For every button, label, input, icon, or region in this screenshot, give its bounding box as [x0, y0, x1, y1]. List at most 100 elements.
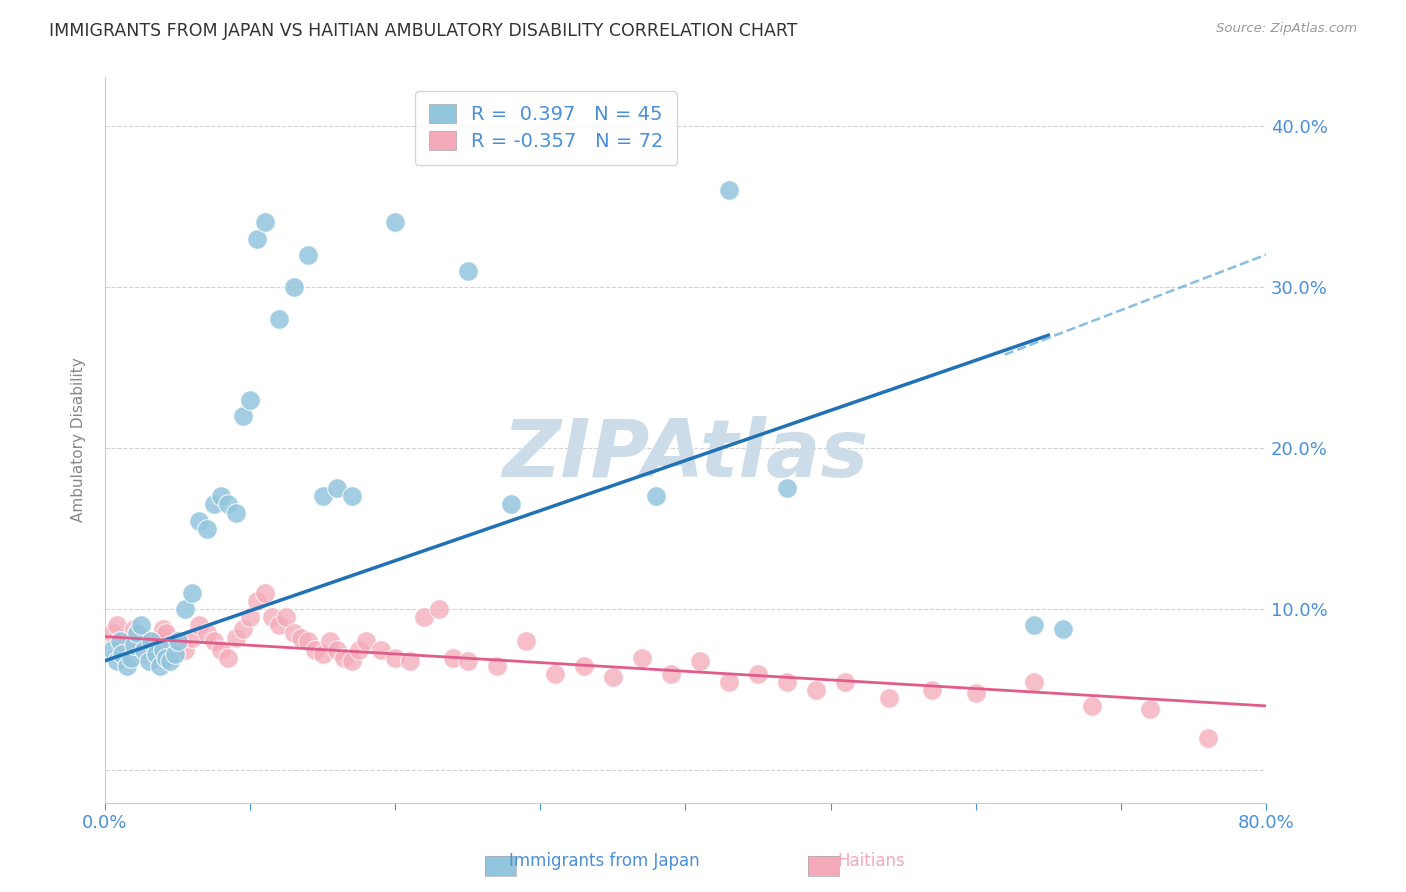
Point: [413, 610, 436, 624]
Point: [834, 674, 856, 689]
Point: [188, 514, 211, 528]
Point: [145, 650, 167, 665]
Point: [152, 642, 174, 657]
Point: [163, 648, 186, 662]
Point: [129, 618, 152, 632]
Point: [149, 658, 172, 673]
Legend: R =  0.397   N = 45, R = -0.357   N = 72: R = 0.397 N = 45, R = -0.357 N = 72: [415, 91, 678, 165]
Point: [246, 594, 269, 608]
Point: [120, 650, 142, 665]
Point: [225, 632, 247, 646]
Point: [217, 498, 239, 512]
Point: [1081, 698, 1104, 713]
Point: [340, 490, 363, 504]
Point: [108, 634, 131, 648]
Point: [115, 658, 138, 673]
Point: [163, 648, 186, 662]
Point: [152, 622, 174, 636]
Point: [501, 498, 523, 512]
Point: [804, 682, 827, 697]
Point: [188, 618, 211, 632]
Point: [125, 626, 148, 640]
Point: [138, 634, 160, 648]
Point: [297, 248, 319, 262]
Text: Haitians: Haitians: [838, 852, 905, 870]
Point: [747, 666, 769, 681]
Text: ZIPAtlas: ZIPAtlas: [502, 416, 869, 493]
Point: [159, 638, 181, 652]
Point: [209, 490, 232, 504]
Point: [115, 642, 138, 657]
Point: [155, 650, 177, 665]
Point: [384, 650, 406, 665]
Point: [209, 642, 232, 657]
Point: [312, 490, 335, 504]
Point: [965, 686, 987, 700]
Point: [202, 634, 225, 648]
Point: [129, 638, 152, 652]
Point: [260, 610, 283, 624]
Point: [457, 654, 479, 668]
Point: [122, 622, 145, 636]
Point: [457, 264, 479, 278]
Point: [181, 586, 204, 600]
Point: [166, 634, 188, 648]
Point: [105, 654, 128, 668]
Point: [1197, 731, 1219, 746]
Point: [602, 670, 624, 684]
Point: [1052, 622, 1074, 636]
Point: [269, 312, 291, 326]
Point: [149, 632, 172, 646]
Point: [312, 648, 335, 662]
Point: [297, 634, 319, 648]
Point: [232, 622, 254, 636]
Point: [1139, 702, 1161, 716]
Text: Immigrants from Japan: Immigrants from Japan: [509, 852, 700, 870]
Point: [718, 674, 741, 689]
Point: [159, 654, 181, 668]
Point: [776, 481, 799, 495]
Point: [319, 634, 342, 648]
Point: [326, 481, 349, 495]
Point: [141, 642, 163, 657]
Point: [689, 654, 711, 668]
Point: [195, 626, 218, 640]
Point: [173, 602, 195, 616]
Point: [659, 666, 682, 681]
Point: [111, 648, 134, 662]
Point: [427, 602, 450, 616]
Point: [246, 231, 269, 245]
Point: [290, 632, 312, 646]
Point: [1022, 618, 1045, 632]
Point: [122, 638, 145, 652]
Point: [173, 642, 195, 657]
Point: [239, 392, 262, 407]
Point: [515, 634, 537, 648]
Point: [138, 654, 160, 668]
Point: [108, 634, 131, 648]
Point: [155, 626, 177, 640]
Y-axis label: Ambulatory Disability: Ambulatory Disability: [72, 358, 86, 523]
Point: [239, 610, 262, 624]
Point: [145, 648, 167, 662]
Text: Source: ZipAtlas.com: Source: ZipAtlas.com: [1216, 22, 1357, 36]
Point: [101, 626, 124, 640]
Point: [384, 215, 406, 229]
Point: [111, 638, 134, 652]
Point: [253, 215, 276, 229]
Point: [572, 658, 595, 673]
Point: [134, 642, 156, 657]
Point: [1022, 674, 1045, 689]
Point: [217, 650, 239, 665]
Point: [195, 522, 218, 536]
Point: [544, 666, 567, 681]
Point: [181, 632, 204, 646]
Point: [283, 626, 305, 640]
Point: [718, 183, 741, 197]
Point: [326, 642, 349, 657]
Text: IMMIGRANTS FROM JAPAN VS HAITIAN AMBULATORY DISABILITY CORRELATION CHART: IMMIGRANTS FROM JAPAN VS HAITIAN AMBULAT…: [49, 22, 797, 40]
Point: [340, 654, 363, 668]
Point: [304, 642, 326, 657]
Point: [232, 409, 254, 423]
Point: [631, 650, 654, 665]
